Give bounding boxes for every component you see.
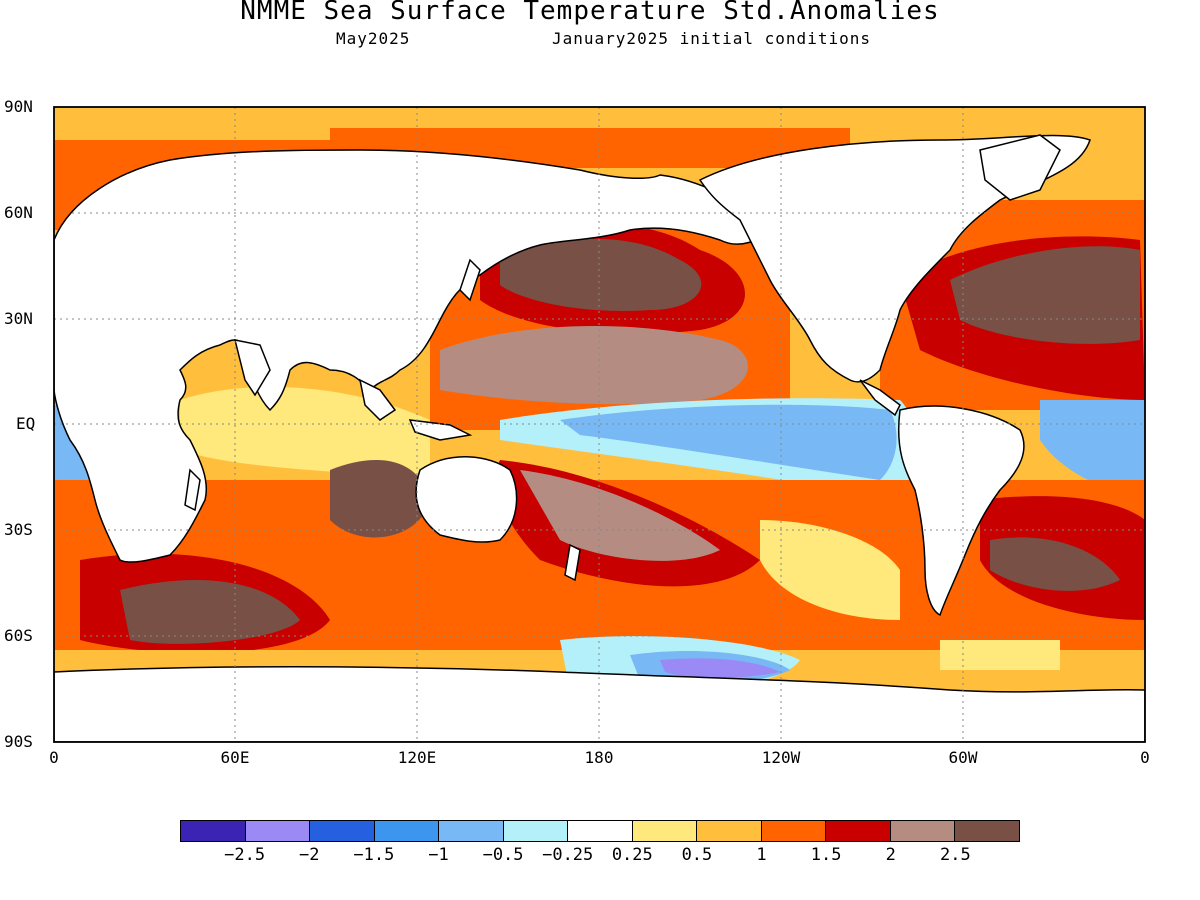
colorbar-swatch: [826, 821, 891, 841]
anomaly-field: [54, 107, 1145, 742]
lat-label-60s: 60S: [4, 626, 33, 645]
colorbar-label: 2: [885, 845, 896, 865]
colorbar-label: 0.5: [681, 845, 713, 865]
lon-label-60e: 60E: [220, 748, 250, 767]
lat-label-30s: 30S: [4, 520, 33, 539]
land-outlines: [54, 134, 1145, 742]
graticule: [54, 107, 1145, 742]
lat-label-eq: EQ: [16, 414, 36, 433]
lon-label-0-east: 0: [1140, 748, 1150, 767]
colorbar-swatch: [503, 821, 569, 841]
initial-conditions-label: January2025 initial conditions: [552, 29, 871, 48]
map-title: NMME Sea Surface Temperature Std.Anomali…: [240, 0, 940, 26]
colorbar-label: −2.5: [224, 845, 266, 865]
colorbar-swatch: [761, 821, 827, 841]
colorbar-label: −2: [298, 845, 320, 865]
colorbar-label: −0.5: [482, 845, 524, 865]
lon-label-180: 180: [584, 748, 614, 767]
map-frame: [53, 106, 1146, 743]
colorbar-swatch: [245, 821, 311, 841]
lat-label-60n: 60N: [4, 203, 33, 222]
colorbar-label: 1.5: [810, 845, 842, 865]
lon-label-120w: 120W: [761, 748, 801, 767]
lon-label-0-west: 0: [49, 748, 59, 767]
valid-month-label: May2025: [336, 29, 411, 48]
colorbar-swatch: [955, 821, 1019, 841]
colorbar-swatch: [632, 821, 698, 841]
lat-label-90s: 90S: [4, 732, 33, 751]
colorbar-swatch: [181, 821, 246, 841]
lon-label-60w: 60W: [948, 748, 978, 767]
colorbar-swatch: [439, 821, 504, 841]
colorbar-label: 0.25: [611, 845, 653, 865]
colorbar-swatch: [697, 821, 762, 841]
colorbar: [180, 820, 1020, 842]
colorbar-label: −1.5: [353, 845, 395, 865]
colorbar-swatch: [568, 821, 633, 841]
lon-label-120e: 120E: [397, 748, 437, 767]
lat-label-90n: 90N: [4, 97, 33, 116]
colorbar-label: 2.5: [940, 845, 971, 865]
lat-label-30n: 30N: [4, 309, 33, 328]
colorbar-swatch: [890, 821, 956, 841]
colorbar-label: 1: [756, 845, 767, 865]
colorbar-swatch: [310, 821, 375, 841]
colorbar-label: −0.25: [542, 845, 594, 865]
colorbar-label: −1: [428, 845, 449, 865]
colorbar-swatch: [374, 821, 440, 841]
